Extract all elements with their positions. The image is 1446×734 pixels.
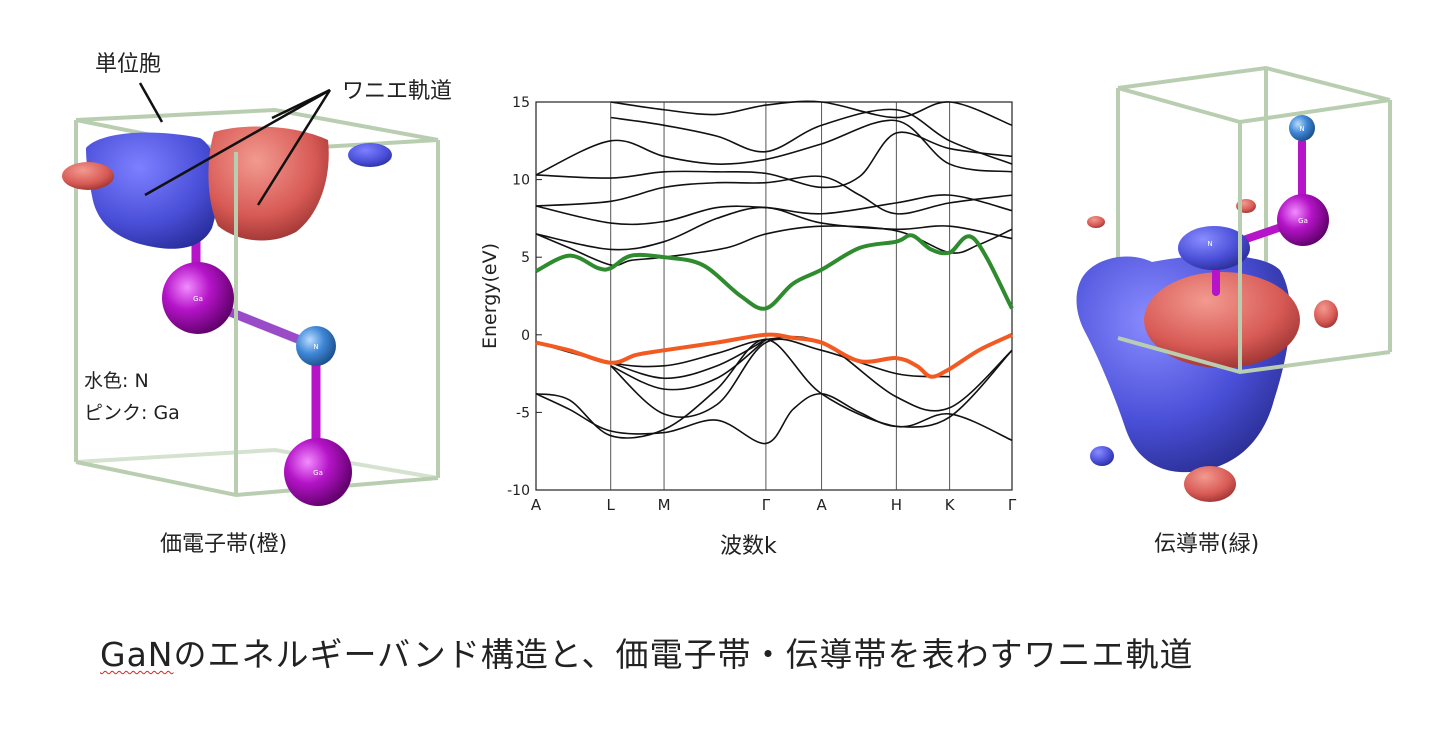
ytick-label: -5 bbox=[516, 405, 530, 421]
valence-orbital-illustration: Ga N Ga bbox=[62, 82, 440, 506]
kpoint-label: H bbox=[891, 496, 902, 514]
n-atom bbox=[296, 326, 336, 366]
wannier-orbital-label: ワニエ軌道 bbox=[342, 79, 453, 104]
figure-caption: GaNのエネルギーバンド構造と、価電子帯・伝導帯を表わすワニエ軌道 bbox=[100, 628, 1193, 676]
ytick-label: -10 bbox=[507, 483, 530, 499]
ga-atom-right-label: Ga bbox=[1298, 217, 1308, 225]
band-line bbox=[535, 119, 1013, 176]
ytick-label: 15 bbox=[512, 95, 530, 111]
ga-atom-bottom-label: Ga bbox=[313, 469, 323, 477]
band-line bbox=[535, 175, 1013, 215]
valence-band-line bbox=[535, 332, 1013, 379]
n-atom-label: N bbox=[313, 343, 318, 351]
n-atom-mid bbox=[1178, 226, 1250, 270]
y-axis-label: Energy(eV) bbox=[479, 243, 501, 349]
red-orbital-large bbox=[1144, 272, 1300, 368]
band-line bbox=[610, 100, 1013, 127]
kpoint-label: Γ bbox=[1008, 496, 1017, 514]
blue-lobe-small bbox=[1090, 446, 1114, 466]
conduction-band-caption: 伝導帯(緑) bbox=[1154, 532, 1260, 557]
red-lobe-small-3 bbox=[1314, 300, 1338, 328]
valence-band-caption: 価電子帯(橙) bbox=[160, 532, 288, 557]
n-atom-mid-label: N bbox=[1207, 240, 1212, 248]
band-structure-chart: A L M Γ A H K Γ -10 -5 0 5 10 15 Energy(eV) bbox=[479, 95, 1017, 514]
conduction-band-line bbox=[535, 233, 1014, 311]
band-line bbox=[610, 108, 1013, 165]
annotation-pointers bbox=[138, 82, 332, 206]
band-line bbox=[535, 206, 1013, 251]
n-atom-top bbox=[1289, 115, 1315, 141]
ga-atom-bottom bbox=[284, 438, 352, 506]
ga-atom-right bbox=[1277, 194, 1329, 246]
band-line bbox=[535, 131, 1013, 189]
kpoint-label: M bbox=[658, 496, 671, 514]
band-line bbox=[610, 338, 950, 418]
ga-atom-top bbox=[162, 262, 234, 334]
band-structure-panel: A L M Γ A H K Γ -10 -5 0 5 10 15 Energy(eV) 波数k bbox=[470, 80, 1040, 560]
figure-caption-gan: GaN bbox=[100, 635, 174, 674]
blue-orbital-small bbox=[348, 143, 392, 167]
legend-n: 水色: N bbox=[84, 370, 149, 392]
unit-cell-label: 単位胞 bbox=[95, 52, 162, 77]
n-atom-top-label: N bbox=[1299, 125, 1304, 133]
conduction-orbital-illustration: N Ga N bbox=[1076, 65, 1392, 502]
band-plot-xlabel: 波数k bbox=[720, 534, 777, 559]
legend-ga: ピンク: Ga bbox=[84, 402, 180, 424]
band-line bbox=[610, 338, 767, 380]
band-line bbox=[535, 338, 1013, 442]
band-line bbox=[610, 338, 767, 391]
band-line bbox=[535, 349, 1013, 445]
red-orbital-small bbox=[62, 162, 114, 190]
ytick-label: 10 bbox=[512, 173, 530, 189]
kpoint-label: L bbox=[607, 496, 616, 514]
kpoint-label: K bbox=[945, 496, 956, 514]
ytick-label: 5 bbox=[521, 250, 530, 266]
red-lobe-small-1 bbox=[1087, 216, 1105, 228]
ga-atom-top-label: Ga bbox=[193, 295, 203, 303]
kpoint-label: A bbox=[531, 496, 542, 514]
red-orbital-lobe bbox=[208, 126, 329, 241]
red-lobe-small-4 bbox=[1184, 466, 1236, 502]
band-line bbox=[535, 194, 1013, 226]
conduction-orbital-panel: N Ga N 伝導帯(緑) bbox=[1040, 0, 1446, 560]
valence-orbital-panel: Ga N Ga 単位胞 ワニエ軌道 水色: N ピンク: Ga 価電子帯(橙) bbox=[0, 0, 470, 560]
figure-caption-text: のエネルギーバンド構造と、価電子帯・伝導帯を表わすワニエ軌道 bbox=[173, 635, 1194, 674]
kpoint-label: Γ bbox=[762, 496, 771, 514]
band-line bbox=[535, 225, 1013, 267]
ytick-label: 0 bbox=[521, 328, 530, 344]
plot-frame bbox=[535, 101, 1013, 491]
kpoint-label: A bbox=[816, 496, 827, 514]
band-line bbox=[535, 335, 1013, 412]
